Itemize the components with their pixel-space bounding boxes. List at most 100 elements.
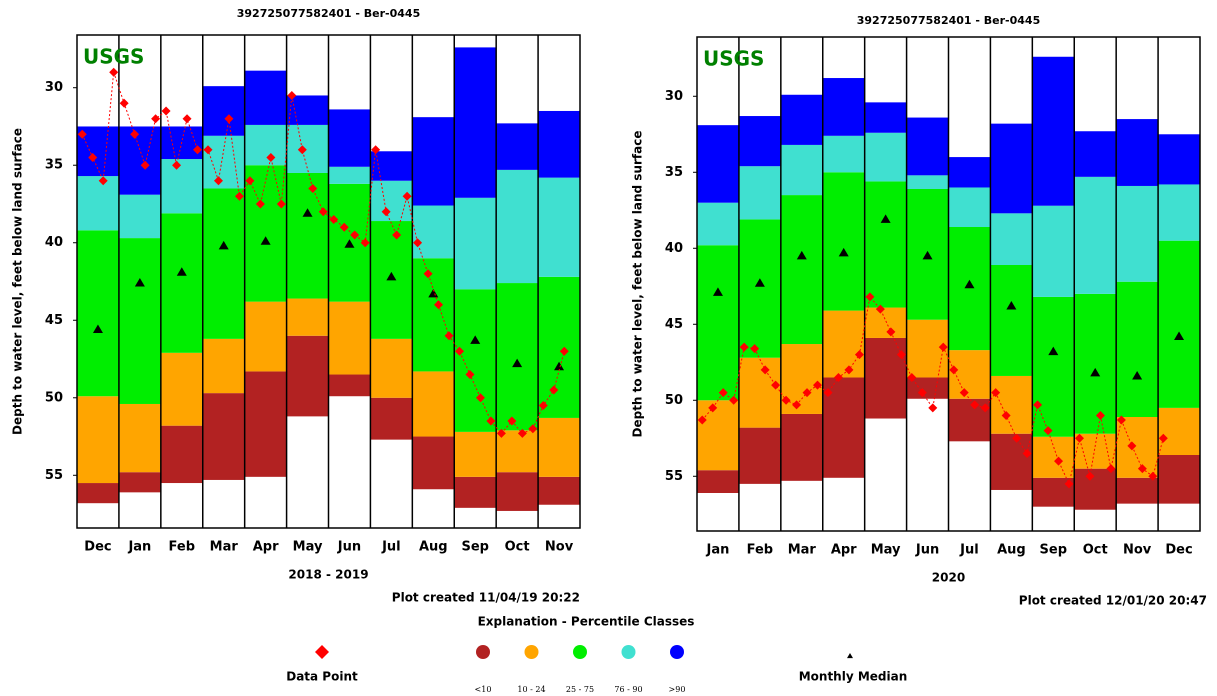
percentile-band [160,352,203,426]
data-point [517,428,527,438]
data-point [802,388,812,398]
legend-swatch [573,645,587,659]
percentile-band [990,433,1033,490]
x-tick-label: Jul [381,540,401,555]
percentile-band [948,227,991,351]
y-tick-label: 35 [45,158,63,173]
data-point [559,346,569,356]
percentile-band [1116,185,1159,282]
percentile-band [77,396,119,484]
percentile-band [118,194,161,239]
data-point [833,372,843,382]
percentile-band [496,169,539,284]
legend-label: <10 [475,685,492,694]
percentile-band [822,135,865,173]
data-point [781,395,791,405]
monthly-median [176,267,187,276]
percentile-band [906,175,949,189]
data-point [255,199,265,209]
data-point [203,145,213,155]
legend-swatch [621,645,636,659]
percentile-band [202,135,245,189]
x-tick-label: Jun [337,540,361,555]
data-point [528,424,538,434]
data-point [1137,464,1147,474]
x-tick-label: Mar [788,543,817,558]
data-point [1085,471,1095,481]
legend-data-point [315,645,329,659]
data-point [1158,433,1168,443]
percentile-band [286,298,329,336]
percentile-band [1074,468,1117,510]
percentile-band [412,205,455,259]
data-point [98,176,108,186]
percentile-band [370,338,413,398]
data-point [1127,441,1137,451]
x-tick-label: Apr [253,540,279,555]
percentile-band [286,95,329,125]
percentile-band [496,430,539,473]
data-point [1116,415,1126,425]
monthly-median [302,208,313,217]
data-point [213,176,223,186]
y-tick-label: 30 [45,80,63,95]
data-point [875,304,885,314]
data-point [538,401,548,411]
data-point [350,230,360,240]
monthly-median [754,278,765,287]
monthly-median [554,361,565,371]
percentile-band [412,258,455,372]
percentile-band [1158,184,1200,241]
percentile-band [948,350,991,399]
percentile-band [454,476,497,508]
data-point [161,106,171,116]
legend-swatch [476,645,490,659]
legend-swatch [524,645,539,659]
data-line [701,295,1164,486]
data-point [88,152,98,162]
data-point [970,400,980,410]
percentile-band [202,393,245,480]
percentile-band [990,265,1033,376]
percentile-band [496,472,539,511]
monthly-median [386,271,397,281]
percentile-band [697,400,739,471]
percentile-band [1158,455,1200,504]
y-tick-label: 45 [45,313,63,328]
percentile-band [738,357,781,428]
percentile-band [780,195,823,345]
percentile-band [77,230,119,397]
percentile-band [738,219,781,358]
percentile-band [780,413,823,481]
data-point [339,222,349,232]
plot-border [76,34,581,529]
data-point [928,403,938,413]
percentile-band [1116,477,1159,504]
y-axis-label: Depth to water level, feet below land su… [631,131,645,438]
y-axis-label: Depth to water level, feet below land su… [11,128,25,435]
percentile-band [244,165,287,302]
data-point [1064,479,1074,489]
x-tick-label: May [293,540,323,555]
logo: USGS [83,45,144,69]
monthly-median [712,287,723,296]
x-tick-label: Oct [505,540,530,555]
percentile-band [244,371,287,477]
legend-swatch [670,645,684,659]
monthly-median [344,239,355,248]
percentile-band [1116,281,1159,417]
data-point [507,416,517,426]
percentile-band [77,176,119,231]
percentile-band [412,371,455,437]
data-point [140,160,150,170]
x-tick-label: Mar [210,540,239,555]
percentile-band [990,123,1033,214]
percentile-band [328,166,371,184]
data-point [708,403,718,413]
data-point [718,388,728,398]
data-point [896,350,906,360]
percentile-band [160,213,203,353]
percentile-band [948,187,991,227]
percentile-band [77,483,119,504]
y-tick-label: 50 [45,390,63,405]
